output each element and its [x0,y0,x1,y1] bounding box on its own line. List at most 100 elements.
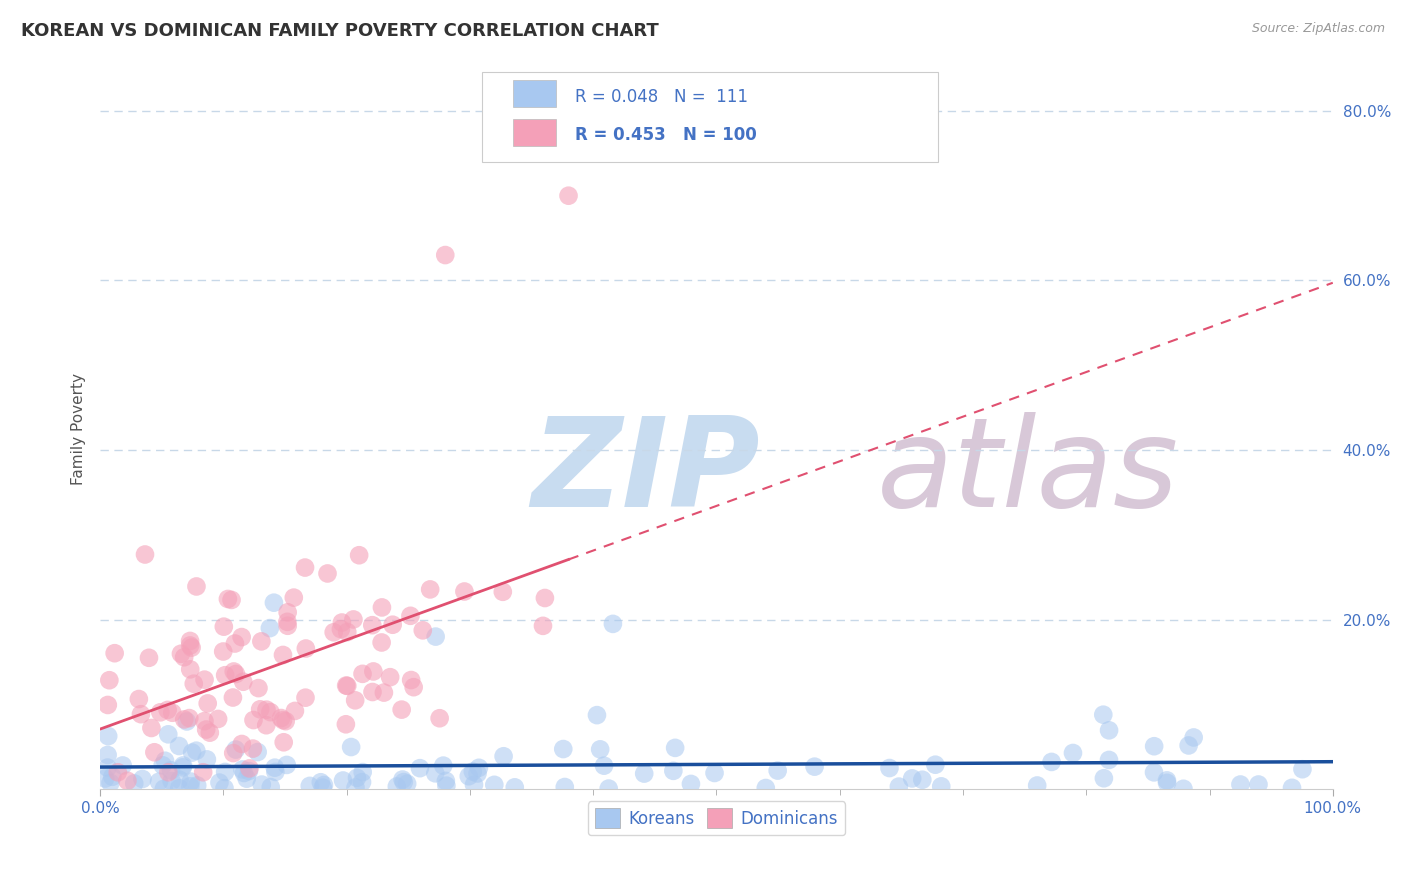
Point [766,764,789,778]
Point [1281,780,1303,795]
Point [270,711,292,725]
Point [434,779,457,793]
Point [467,766,489,780]
Point [1291,762,1313,776]
Point [492,749,515,764]
Text: KOREAN VS DOMINICAN FAMILY POVERTY CORRELATION CHART: KOREAN VS DOMINICAN FAMILY POVERTY CORRE… [21,22,659,40]
Point [232,674,254,689]
Point [160,764,183,778]
Point [94,772,117,786]
Point [703,766,725,780]
Point [463,778,485,792]
Point [221,593,243,607]
Point [484,778,506,792]
Point [929,780,952,794]
Point [294,560,316,574]
Point [336,679,359,693]
Point [263,761,285,775]
Legend: Koreans, Dominicans: Koreans, Dominicans [588,801,845,835]
Point [402,680,425,694]
Point [238,764,260,778]
Point [1173,781,1195,796]
Point [107,765,129,780]
Point [259,705,281,719]
Point [340,739,363,754]
Point [231,737,253,751]
Point [434,248,457,262]
Point [434,773,457,788]
Point [879,761,901,775]
Point [179,639,201,653]
Point [246,745,269,759]
Point [1182,731,1205,745]
Point [179,662,201,676]
Point [222,746,245,760]
Point [212,644,235,658]
Point [186,779,208,793]
Point [264,764,287,779]
Point [277,619,299,633]
Point [152,758,174,772]
Point [143,745,166,759]
Point [352,666,374,681]
Point [352,765,374,780]
Point [254,718,277,732]
Point [195,723,218,737]
Point [503,780,526,795]
Point [432,758,454,772]
Point [101,770,124,784]
Point [156,703,179,717]
Point [492,584,515,599]
Point [197,697,219,711]
Point [138,650,160,665]
Point [176,714,198,729]
Point [370,635,392,649]
Point [1247,777,1270,791]
Point [180,640,202,655]
Point [557,188,579,202]
Point [399,608,422,623]
Point [242,741,264,756]
Point [173,650,195,665]
Point [350,775,373,789]
Point [134,548,156,562]
Point [664,740,686,755]
Point [1098,723,1121,738]
Point [212,620,235,634]
Point [160,774,183,789]
Point [534,591,557,605]
Point [378,670,401,684]
Point [260,780,283,794]
Point [111,758,134,772]
Point [271,648,294,662]
Point [222,665,245,679]
Point [662,764,685,778]
Point [396,777,419,791]
Point [276,758,298,772]
Point [129,707,152,722]
Point [429,711,451,725]
Point [276,615,298,629]
Point [468,761,491,775]
Point [1143,765,1166,780]
Point [294,690,316,705]
Point [157,765,180,780]
Point [208,775,231,789]
Point [214,781,236,796]
Point [97,747,120,762]
Point [373,685,395,699]
Point [193,673,215,687]
Point [169,781,191,796]
Point [198,725,221,739]
Point [233,766,256,780]
Text: R = 0.048   N =  111: R = 0.048 N = 111 [575,88,748,106]
Point [284,704,307,718]
Point [238,761,260,775]
Point [242,713,264,727]
Point [1062,746,1084,760]
Point [295,641,318,656]
Point [461,764,484,779]
Text: Source: ZipAtlas.com: Source: ZipAtlas.com [1251,22,1385,36]
Point [911,772,934,787]
Point [391,703,413,717]
